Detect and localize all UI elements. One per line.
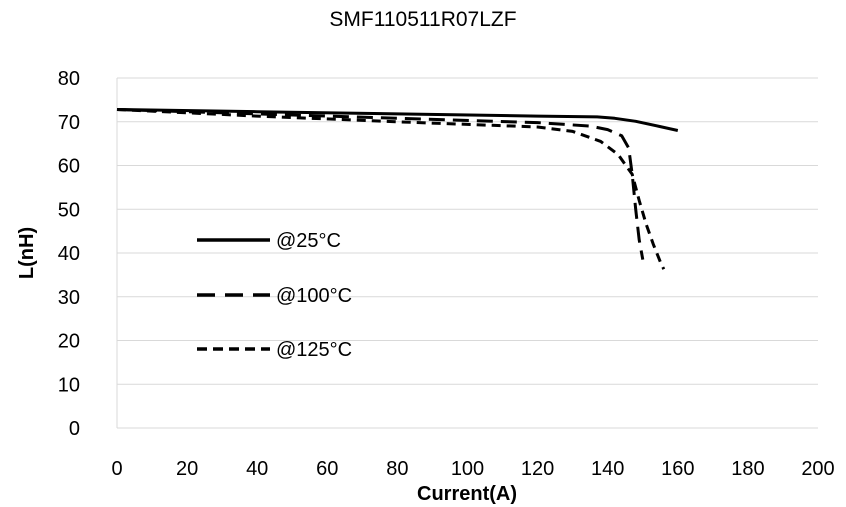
- legend: @25°C @100°C @125°C: [197, 230, 352, 361]
- y-tick-label-80: 80: [58, 68, 80, 90]
- x-tick-label-160: 160: [661, 458, 694, 480]
- x-tick-label-100: 100: [451, 458, 484, 480]
- x-tick-label-180: 180: [731, 458, 764, 480]
- y-axis-label: L(nH): [16, 227, 38, 279]
- x-tick-label-60: 60: [316, 458, 338, 480]
- x-tick-label-20: 20: [176, 458, 198, 480]
- x-tick-label-140: 140: [591, 458, 624, 480]
- chart-title: SMF110511R07LZF: [329, 8, 517, 31]
- x-axis-label: Current(A): [417, 483, 517, 505]
- y-tick-label-70: 70: [58, 112, 80, 134]
- series-line-3: [116, 108, 666, 270]
- y-tick-label-40: 40: [58, 243, 80, 265]
- y-tick-label-60: 60: [58, 156, 80, 178]
- x-tick-label-120: 120: [521, 458, 554, 480]
- legend-label-2: @100°C: [276, 285, 352, 307]
- series-line-1: [116, 108, 679, 132]
- x-tick-label-0: 0: [111, 458, 122, 480]
- x-tick-label-40: 40: [246, 458, 268, 480]
- x-tick-label-80: 80: [386, 458, 408, 480]
- legend-label-3: @125°C: [276, 339, 352, 361]
- y-tick-label-10: 10: [58, 374, 80, 396]
- legend-label-1: @25°C: [276, 230, 341, 252]
- series-line-2: [116, 108, 645, 260]
- axes: 0 10 20 30 40 50 60 70 80 0 20 40 60 80 100 120 140 160 18…: [58, 68, 835, 480]
- x-tick-label-200: 200: [801, 458, 834, 480]
- y-tick-label-20: 20: [58, 331, 80, 353]
- series-lines: [116, 108, 679, 270]
- y-tick-label-50: 50: [58, 199, 80, 221]
- y-tick-label-0: 0: [69, 418, 80, 440]
- grid-lines: [117, 77, 818, 429]
- y-tick-label-30: 30: [58, 287, 80, 309]
